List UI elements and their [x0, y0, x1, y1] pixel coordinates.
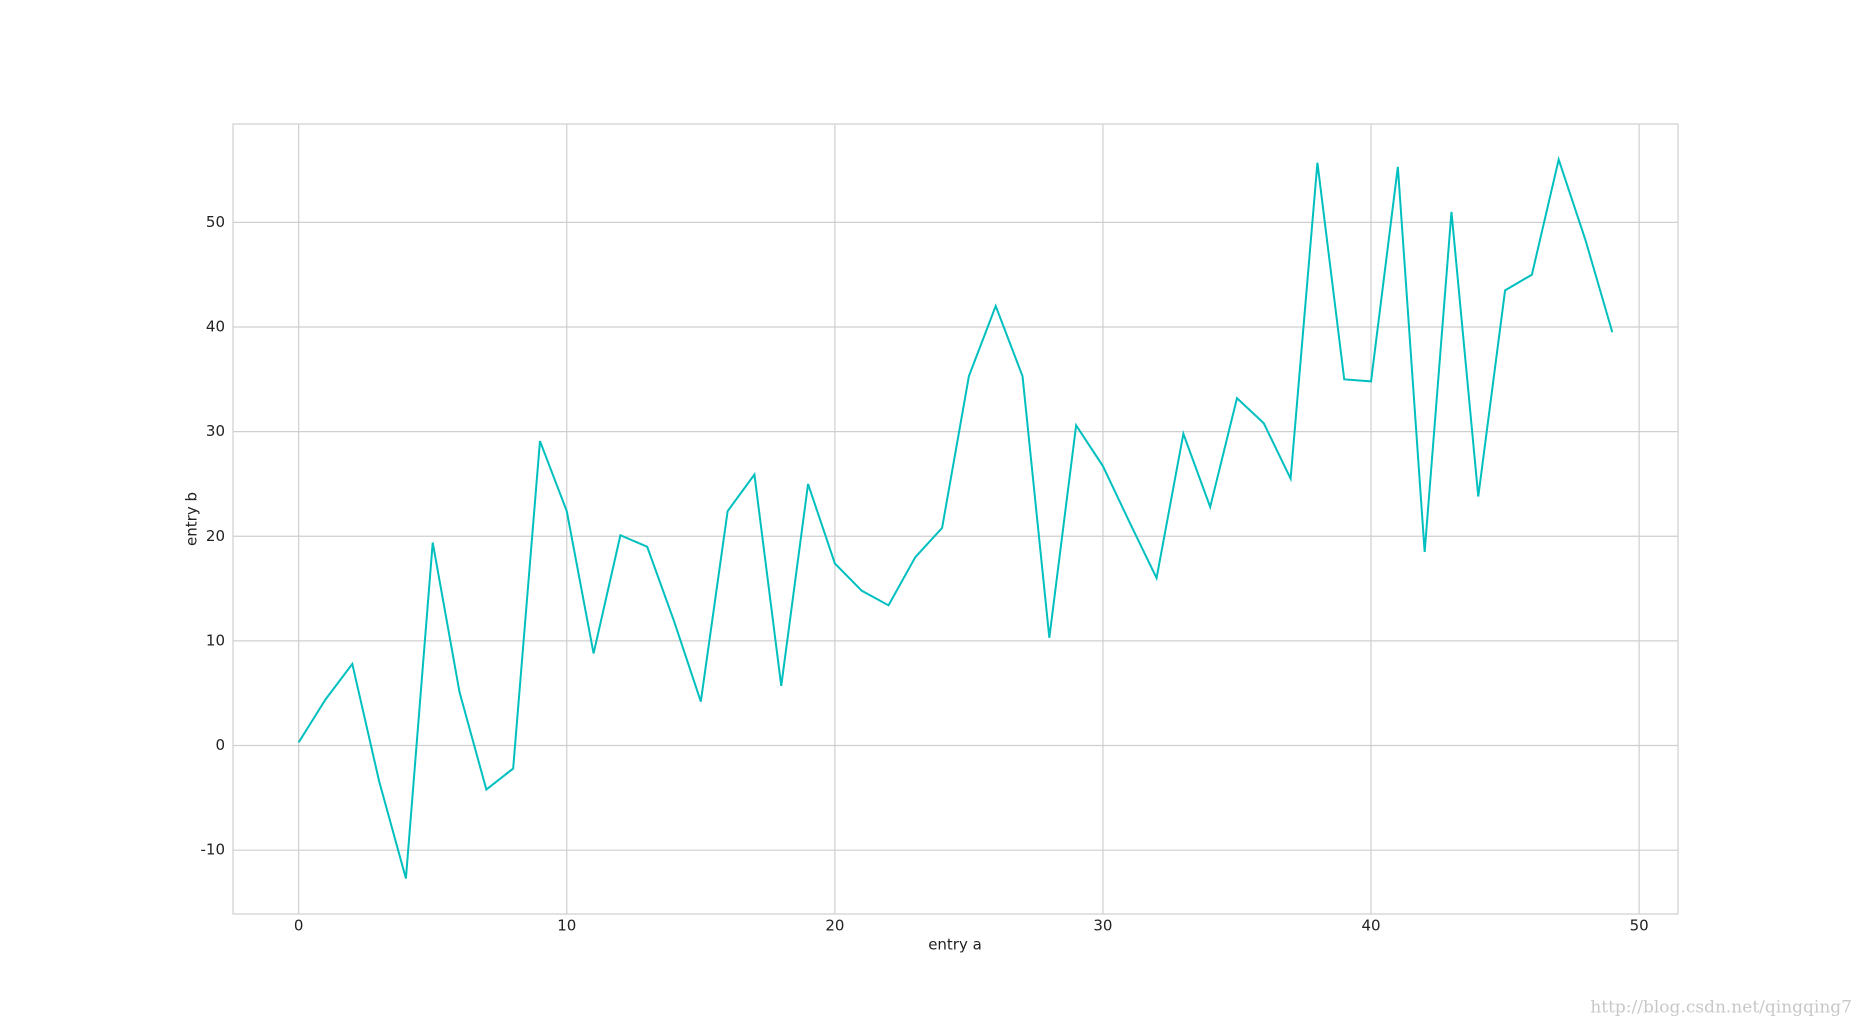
- watermark: http://blog.csdn.net/qingqing7: [1590, 998, 1852, 1018]
- x-tick-label: 50: [1630, 917, 1649, 935]
- y-tick-label: 10: [206, 631, 225, 649]
- x-tick-label: 20: [825, 917, 844, 935]
- plot-frame: [232, 123, 1679, 915]
- y-tick-label: 0: [215, 736, 225, 754]
- y-tick-label: -10: [201, 841, 226, 859]
- y-axis-label: entry b: [183, 492, 201, 546]
- x-axis-label: entry a: [928, 936, 982, 954]
- y-tick-label: 30: [206, 422, 225, 440]
- x-tick-label: 40: [1361, 917, 1380, 935]
- y-tick-label: 50: [206, 213, 225, 231]
- line-series: [297, 155, 1614, 879]
- y-tick-label: 40: [206, 317, 225, 335]
- y-tick-label: 20: [206, 527, 225, 545]
- x-tick-label: 10: [557, 917, 576, 935]
- x-tick-label: 0: [294, 917, 304, 935]
- x-tick-label: 30: [1093, 917, 1112, 935]
